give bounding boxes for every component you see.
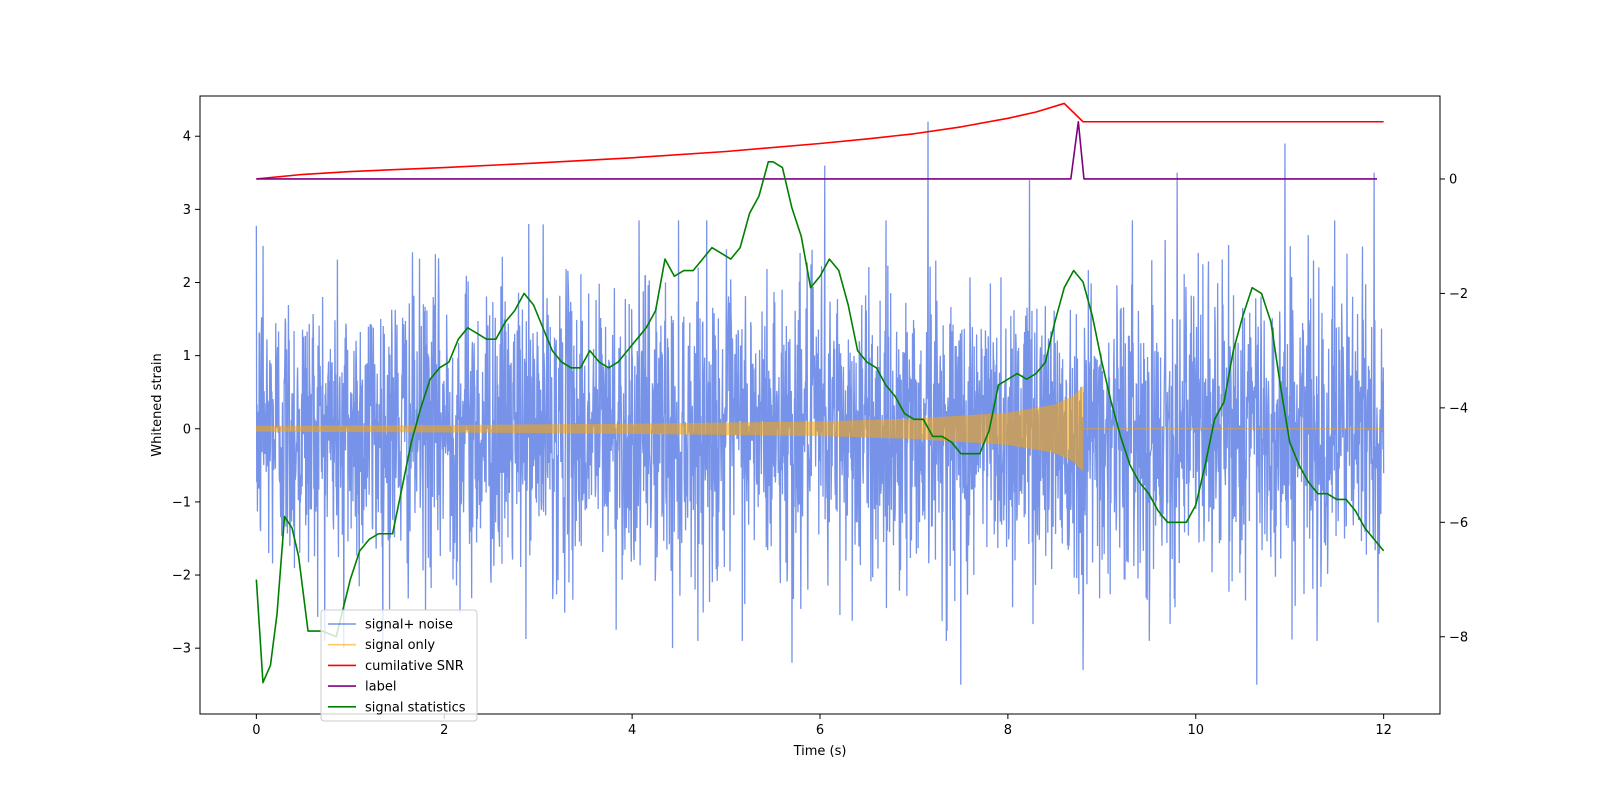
y-tick-label: 0 xyxy=(183,422,191,437)
y-tick-label: 1 xyxy=(183,349,191,364)
y2-tick-label: −4 xyxy=(1449,401,1468,416)
legend-label: signal only xyxy=(365,638,435,653)
y-axis-right: −8 −6 −4 −2 0 xyxy=(1440,172,1468,645)
x-axis-label: Time (s) xyxy=(793,744,847,759)
legend-label: label xyxy=(365,680,396,695)
x-tick-label: 4 xyxy=(628,723,636,738)
series-layer xyxy=(255,102,1385,685)
legend-box xyxy=(320,609,478,722)
y-tick-label: 4 xyxy=(183,130,191,145)
series-label xyxy=(256,120,1378,180)
x-tick-label: 12 xyxy=(1375,723,1392,738)
x-tick-label: 10 xyxy=(1187,723,1204,738)
x-tick-label: 6 xyxy=(816,723,824,738)
y-tick-label: 2 xyxy=(183,276,191,291)
series-signal-only xyxy=(255,386,1384,471)
y-tick-label: −3 xyxy=(172,642,191,657)
x-tick-label: 2 xyxy=(440,723,448,738)
y-tick-label: 3 xyxy=(183,203,191,218)
legend-label: signal+ noise xyxy=(365,618,453,633)
series-signal-statistics xyxy=(255,161,1385,684)
legend-label: cumilative SNR xyxy=(365,659,464,674)
y2-tick-label: −6 xyxy=(1449,516,1468,531)
y2-tick-label: −2 xyxy=(1449,287,1468,302)
y-axis-left: −3 −2 −1 0 1 2 3 4 xyxy=(172,130,200,657)
legend-label: signal statistics xyxy=(365,700,466,715)
y-axis-label: Whitened strain xyxy=(150,353,165,456)
x-tick-label: 8 xyxy=(1004,723,1012,738)
y-tick-label: −1 xyxy=(172,495,191,510)
x-tick-label: 0 xyxy=(252,723,260,738)
legend: signal+ noise signal only cumilative SNR la… xyxy=(320,609,478,722)
y-tick-label: −2 xyxy=(172,569,191,584)
series-cumulative-snr xyxy=(256,102,1384,180)
y2-tick-label: 0 xyxy=(1449,172,1457,187)
y2-tick-label: −8 xyxy=(1449,630,1468,645)
